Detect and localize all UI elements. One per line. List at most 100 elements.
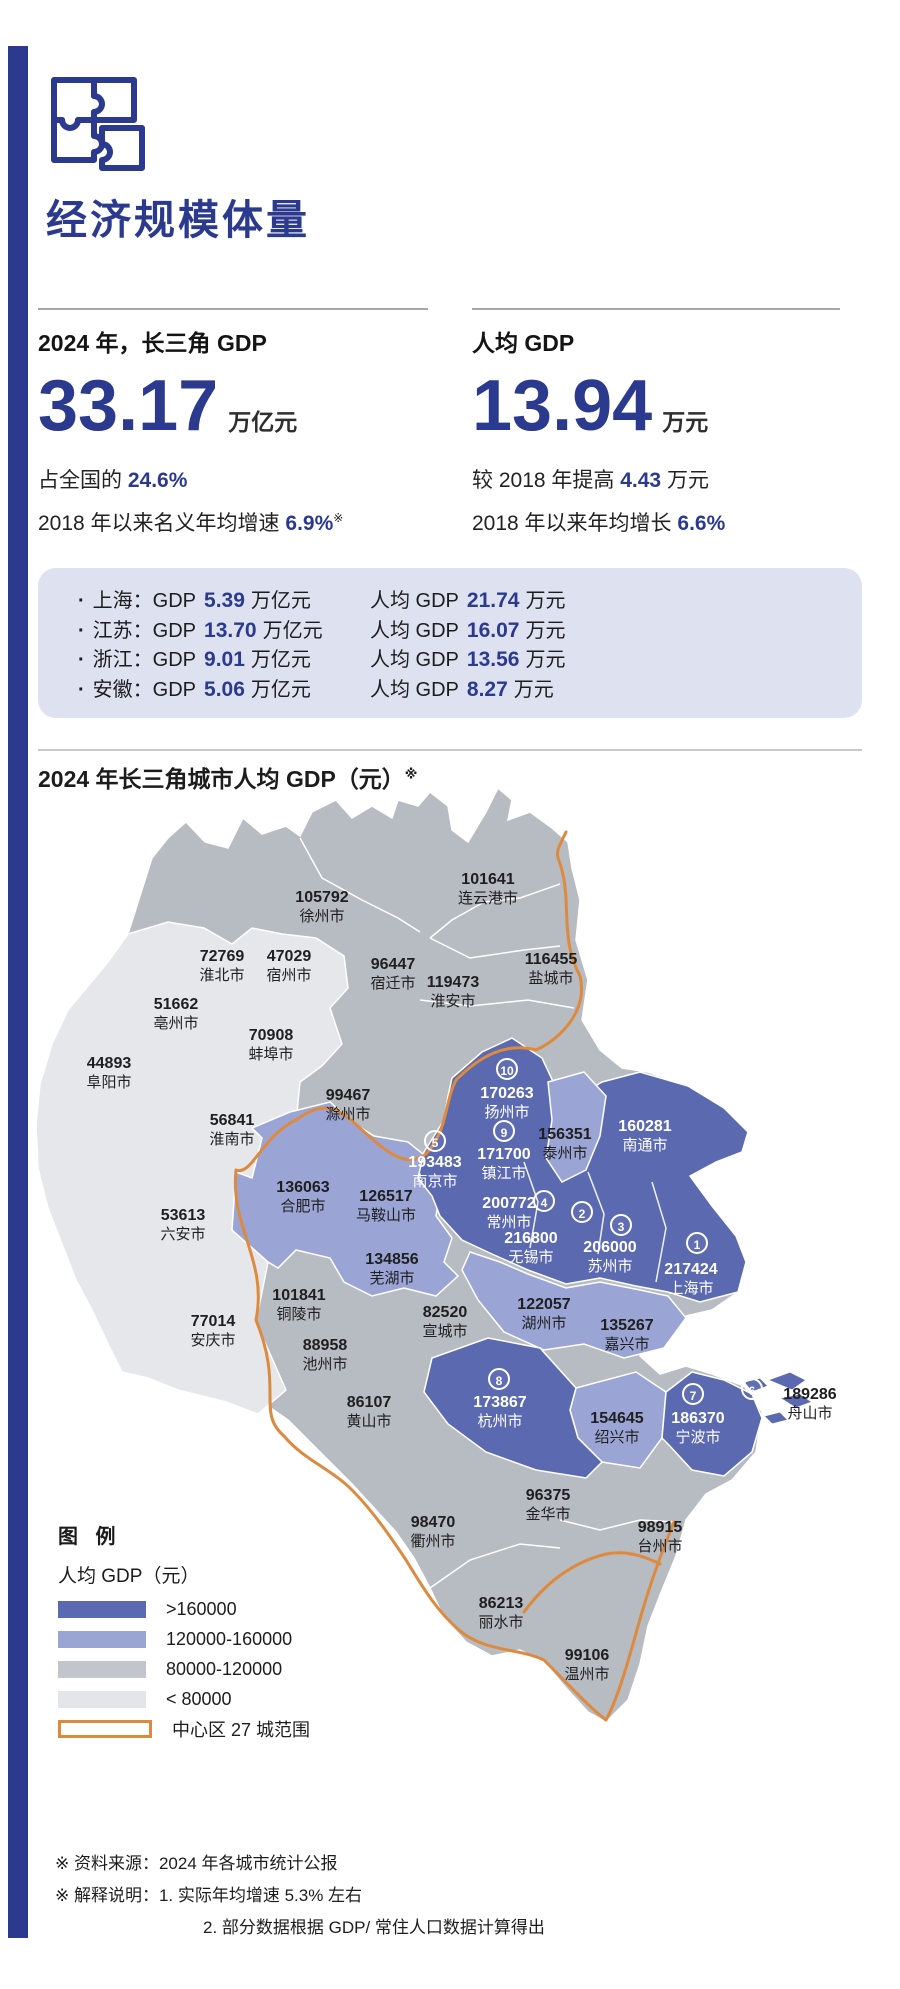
- province-per-capita: 人均 GDP 21.74 万元: [370, 584, 565, 613]
- map-title: 2024 年长三角城市人均 GDP（元）※: [38, 760, 417, 794]
- section-divider: [38, 749, 862, 751]
- map-title-text: 2024 年长三角城市人均 GDP（元）: [38, 766, 405, 792]
- province-gdp-unit: 万亿元: [250, 678, 311, 701]
- province-gdp-value: 13.70: [204, 618, 257, 642]
- legend-swatch: [58, 1630, 146, 1648]
- legend-subtitle: 人均 GDP（元）: [58, 1566, 200, 1587]
- province-gdp-label: 上海：GDP: [92, 590, 197, 613]
- map-legend: 图 例 人均 GDP（元） >160000 120000-160000 80000-…: [58, 1520, 310, 1740]
- legend-swatch: [58, 1720, 152, 1738]
- stat-subline: 2018 年以来名义年均增速 6.9%※: [38, 507, 428, 537]
- stat-subline-text: 较 2018 年提高: [472, 469, 621, 492]
- stat-subline: 较 2018 年提高 4.43 万元: [472, 464, 840, 494]
- stat-subline-text: 2018 年以来名义年均增速: [38, 512, 286, 535]
- legend-label: 80000-120000: [166, 1658, 283, 1679]
- bullet-icon: ·: [78, 590, 85, 613]
- stat-sublines: 较 2018 年提高 4.43 万元 2018 年以来年均增长 6.6%: [472, 464, 840, 537]
- province-row: · 浙江：GDP 9.01 万亿元 人均 GDP 13.56 万元: [78, 643, 822, 672]
- province-gdp-label: 浙江：GDP: [92, 649, 197, 672]
- stat-big-value: 33.17 万亿元: [38, 370, 428, 442]
- legend-item: 80000-120000: [58, 1658, 310, 1679]
- puzzle-icon: [51, 77, 145, 171]
- stat-unit: 万元: [662, 409, 709, 435]
- divider: [38, 308, 428, 310]
- footnote-mark: ※: [333, 511, 344, 525]
- province-summary-box: · 上海：GDP 5.39 万亿元 人均 GDP 21.74 万元 · 江苏：GDP 13.70 万…: [38, 568, 862, 718]
- legend-item: >160000: [58, 1598, 310, 1619]
- divider: [472, 308, 840, 310]
- stat-subline-text: 万元: [661, 469, 709, 492]
- legend-item: < 80000: [58, 1688, 310, 1709]
- province-pc-label: 人均 GDP: [370, 649, 459, 672]
- province-pc-unit: 万元: [525, 649, 566, 672]
- stat-gdp-total: 2024 年，长三角 GDP 33.17 万亿元 占全国的 24.6% 2018 年…: [38, 308, 428, 550]
- province-pc-label: 人均 GDP: [370, 619, 459, 642]
- province-gdp-unit: 万亿元: [262, 619, 323, 642]
- province-pc-unit: 万元: [525, 619, 566, 642]
- stat-unit: 万亿元: [228, 409, 298, 435]
- legend-swatch: [58, 1690, 146, 1708]
- province-gdp-label: 安徽：GDP: [92, 678, 197, 701]
- page-title: 经济规模体量: [46, 197, 310, 243]
- province-pc-value: 16.07: [466, 618, 520, 642]
- stat-subline-strong: 6.9%: [285, 512, 334, 535]
- legend-swatch: [58, 1600, 146, 1618]
- province-gdp-label: 江苏：GDP: [92, 619, 197, 642]
- province-pc-label: 人均 GDP: [370, 590, 459, 613]
- province-pc-unit: 万元: [513, 678, 554, 701]
- province-pc-value: 13.56: [466, 648, 520, 672]
- stat-label: 2024 年，长三角 GDP: [38, 330, 267, 356]
- stat-gdp-per-capita: 人均 GDP 13.94 万元 较 2018 年提高 4.43 万元 2018 年以…: [472, 308, 840, 550]
- legend-swatch: [58, 1660, 146, 1678]
- bullet-icon: ·: [78, 678, 85, 701]
- province-gdp-unit: 万亿元: [250, 649, 311, 672]
- stat-sublines: 占全国的 24.6% 2018 年以来名义年均增速 6.9%※: [38, 464, 428, 537]
- footnote-line: ※ 资料来源：2024 年各城市统计公报: [55, 1854, 338, 1873]
- province-pc-value: 21.74: [466, 589, 520, 613]
- left-accent-bar: [8, 46, 28, 1938]
- province-gdp-value: 5.06: [204, 677, 245, 701]
- province-gdp-unit: 万亿元: [250, 590, 311, 613]
- legend-label: 中心区 27 城范围: [172, 1720, 311, 1740]
- bullet-icon: ·: [78, 649, 85, 672]
- province-row: · 上海：GDP 5.39 万亿元 人均 GDP 21.74 万元: [78, 584, 822, 613]
- legend-item: 中心区 27 城范围: [58, 1720, 310, 1740]
- legend-label: < 80000: [166, 1688, 232, 1709]
- province-row: · 安徽：GDP 5.06 万亿元 人均 GDP 8.27 万元: [78, 673, 822, 702]
- legend-item: 120000-160000: [58, 1628, 310, 1649]
- legend-items: >160000 120000-160000 80000-120000 < 80000 中…: [58, 1598, 310, 1740]
- legend-label: >160000: [166, 1598, 237, 1619]
- province-gdp: · 江苏：GDP 13.70 万亿元: [78, 614, 370, 643]
- stat-subline-strong: 4.43: [620, 469, 662, 492]
- stat-number: 13.94: [472, 366, 653, 446]
- footnote-line: ※ 解释说明：1. 实际年均增速 5.3% 左右: [55, 1886, 363, 1905]
- province-gdp: · 安徽：GDP 5.06 万亿元: [78, 673, 370, 702]
- stat-subline: 2018 年以来年均增长 6.6%: [472, 507, 840, 537]
- headline-stats: 2024 年，长三角 GDP 33.17 万亿元 占全国的 24.6% 2018 年…: [38, 308, 862, 550]
- province-pc-value: 8.27: [466, 677, 508, 701]
- legend-title: 图 例: [58, 1526, 122, 1548]
- stat-subline: 占全国的 24.6%: [38, 464, 428, 494]
- stat-label: 人均 GDP: [472, 330, 575, 356]
- legend-label: 120000-160000: [166, 1628, 293, 1649]
- stat-subline-strong: 24.6%: [127, 469, 188, 492]
- province-gdp: · 上海：GDP 5.39 万亿元: [78, 584, 370, 613]
- stat-big-value: 13.94 万元: [472, 370, 840, 442]
- stat-subline-strong: 6.6%: [677, 512, 726, 535]
- province-pc-label: 人均 GDP: [370, 678, 459, 701]
- stat-subline-text: 占全国的: [38, 469, 128, 492]
- province-gdp-value: 5.39: [204, 589, 245, 613]
- province-row: · 江苏：GDP 13.70 万亿元 人均 GDP 16.07 万元: [78, 614, 822, 643]
- footnote-mark: ※: [404, 766, 418, 782]
- province-per-capita: 人均 GDP 13.56 万元: [370, 643, 565, 672]
- bullet-icon: ·: [78, 619, 85, 642]
- stat-subline-text: 2018 年以来年均增长: [472, 512, 678, 535]
- province-pc-unit: 万元: [525, 590, 566, 613]
- province-gdp-value: 9.01: [204, 648, 245, 672]
- footnote-line: 2. 部分数据根据 GDP/ 常住人口数据计算得出: [203, 1918, 545, 1937]
- footnotes: ※ 资料来源：2024 年各城市统计公报 ※ 解释说明：1. 实际年均增速 5.3…: [55, 1848, 545, 1944]
- province-per-capita: 人均 GDP 8.27 万元: [370, 673, 554, 702]
- province-per-capita: 人均 GDP 16.07 万元: [370, 614, 565, 643]
